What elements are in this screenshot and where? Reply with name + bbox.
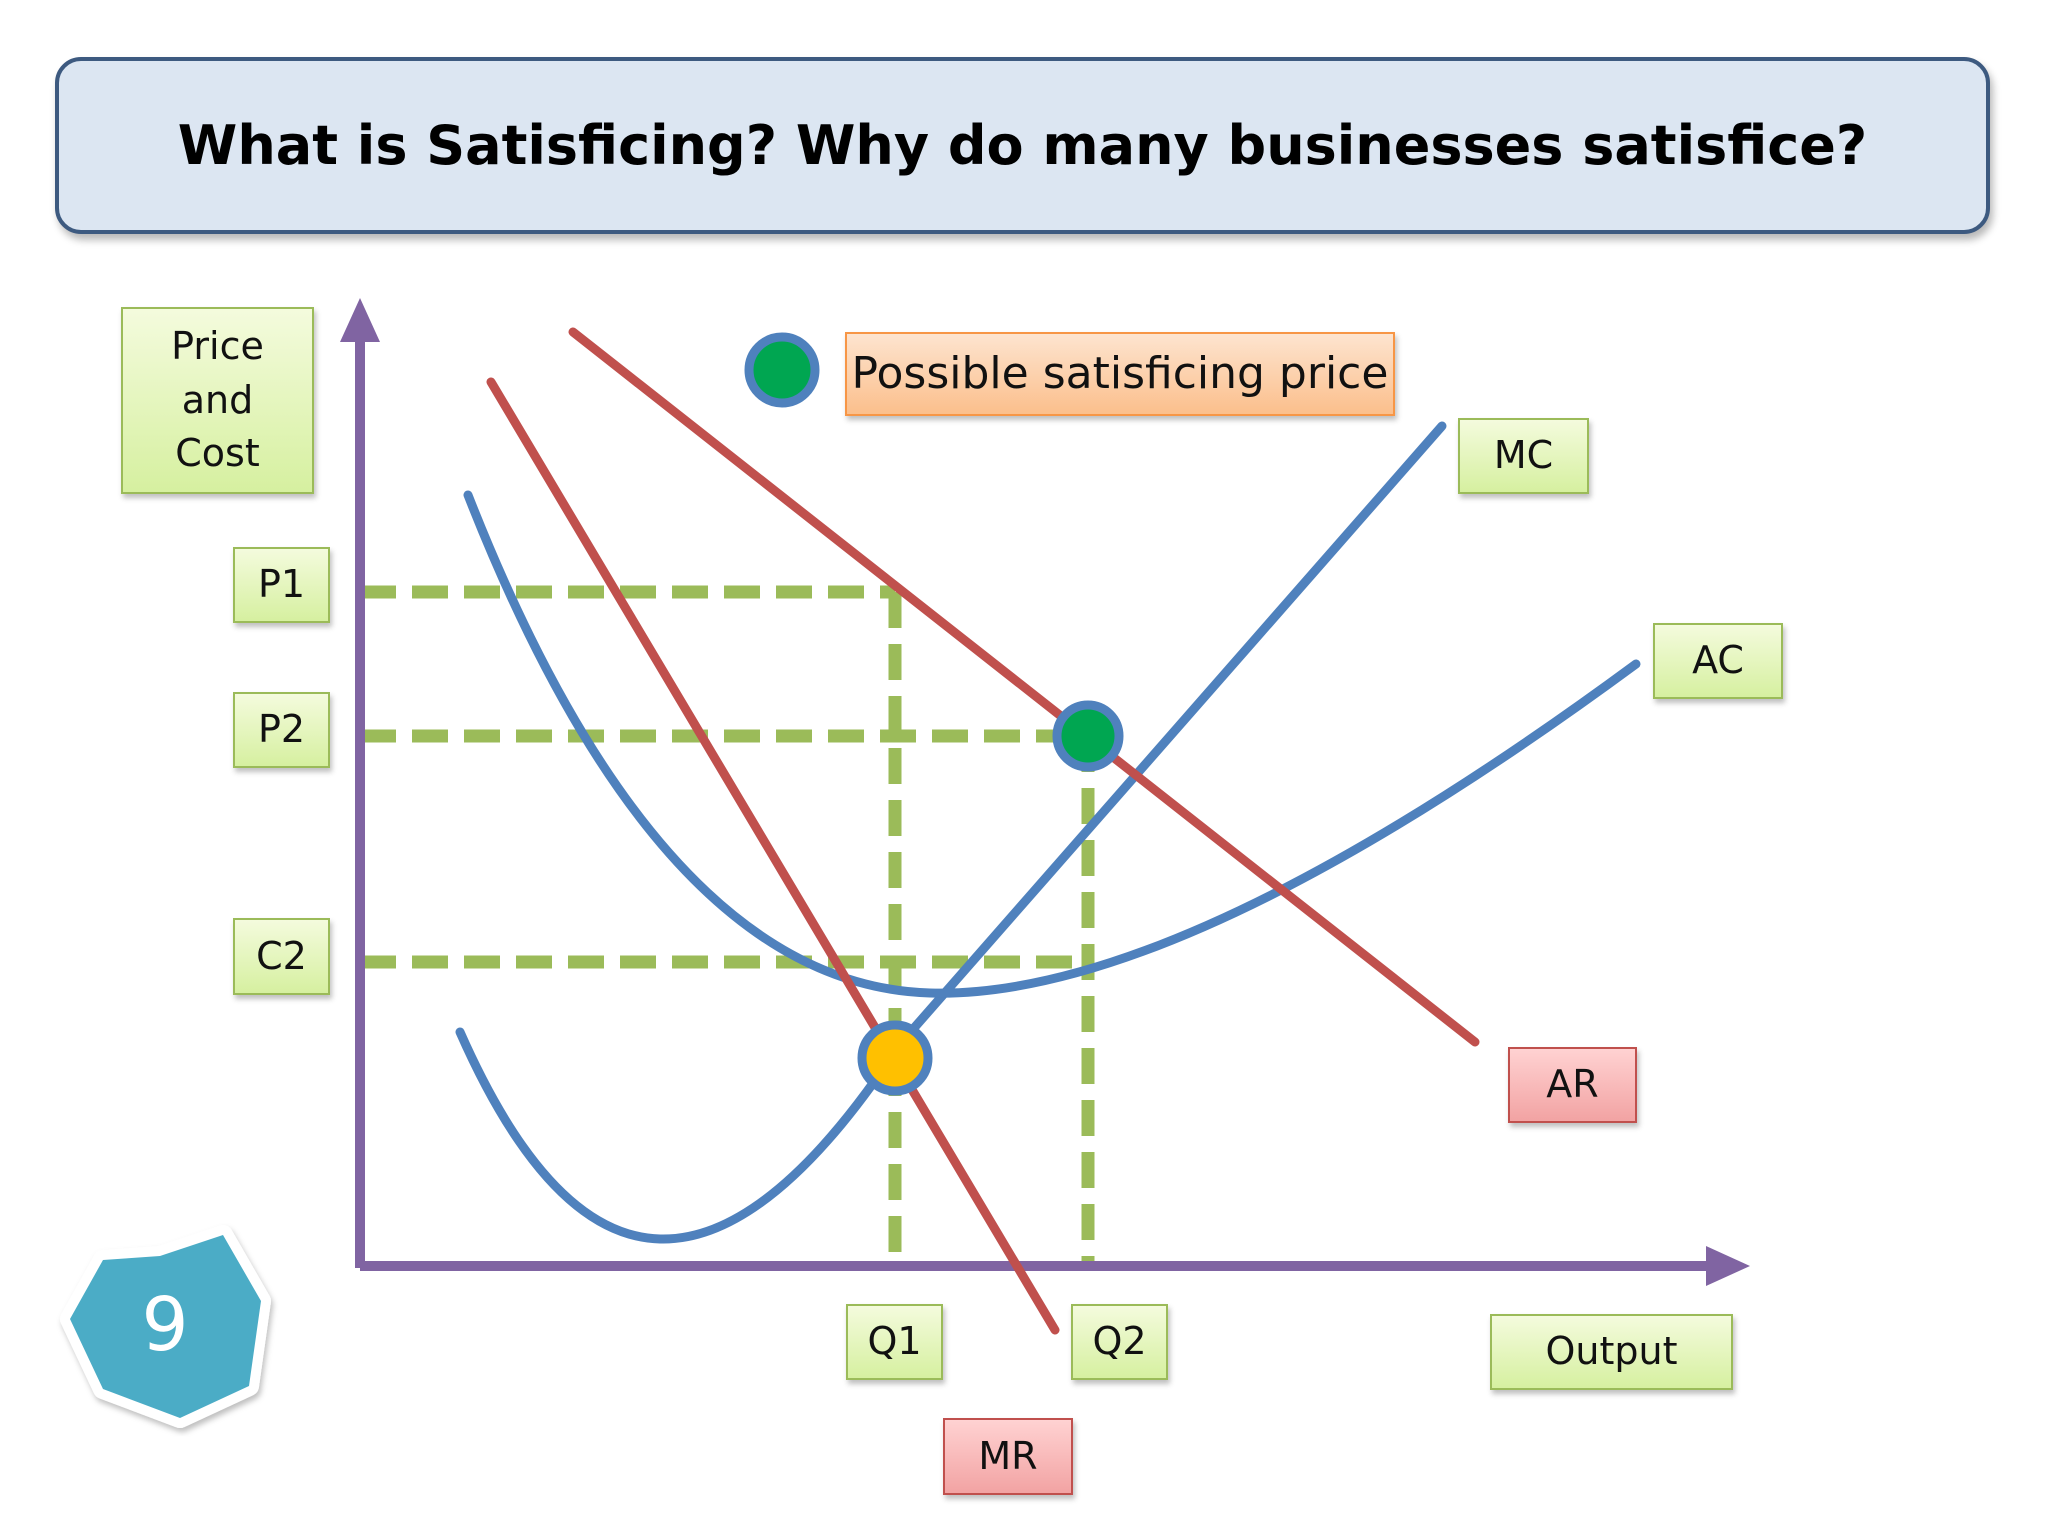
profit-max-point (857, 1020, 933, 1096)
slide-number-badge: 9 (60, 1225, 271, 1428)
satisficing-point (1052, 700, 1124, 772)
x-axis-label: Output (1490, 1314, 1733, 1390)
p1-label: P1 (233, 547, 330, 623)
p2-label: P2 (233, 692, 330, 768)
axes (340, 298, 1750, 1286)
cost-curves (455, 421, 1641, 1244)
title-banner: What is Satisficing? Why do many busines… (55, 57, 1990, 234)
y-axis-arrowhead (340, 298, 380, 342)
slide-number: 9 (141, 1282, 188, 1368)
c2-label: C2 (233, 918, 330, 995)
revenue-curves (486, 327, 1480, 1335)
satisficing-price-label: Possible satisficing price (845, 332, 1395, 416)
mc-curve (455, 421, 1447, 1244)
ar-label: AR (1508, 1047, 1637, 1123)
q2-label: Q2 (1071, 1304, 1168, 1380)
ac-label: AC (1653, 623, 1783, 699)
mr-label: MR (943, 1418, 1073, 1495)
ar-curve (568, 327, 1480, 1047)
ac-curve (463, 490, 1641, 998)
slide-title: What is Satisficing? Why do many busines… (177, 114, 1868, 177)
legend-satisficing-marker (744, 332, 820, 408)
x-axis-arrowhead (1706, 1246, 1750, 1286)
q1-label: Q1 (846, 1304, 943, 1380)
mr-curve (486, 377, 1060, 1335)
mc-label: MC (1458, 418, 1589, 494)
y-axis-label: Price and Cost (121, 307, 314, 494)
guide-lines (360, 585, 1095, 1265)
